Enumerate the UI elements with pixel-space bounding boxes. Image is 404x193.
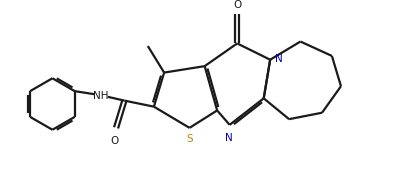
Text: S: S xyxy=(186,134,193,144)
Text: O: O xyxy=(233,0,241,10)
Text: O: O xyxy=(110,136,119,146)
Text: NH: NH xyxy=(93,91,109,101)
Text: N: N xyxy=(225,133,233,143)
Text: N: N xyxy=(276,54,283,64)
